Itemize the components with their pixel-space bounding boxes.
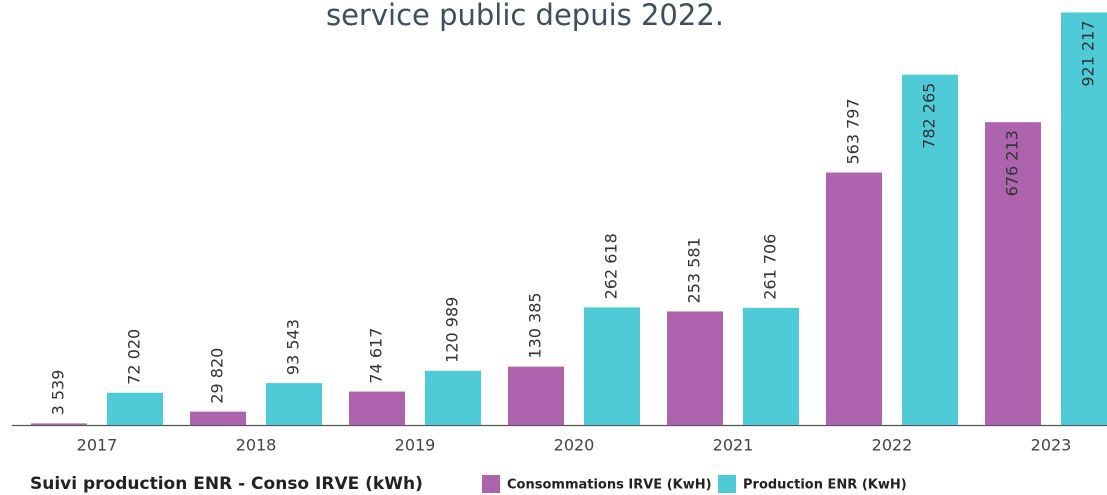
value-label: 120 989 xyxy=(443,297,462,363)
value-label: 130 385 xyxy=(526,292,545,358)
bar xyxy=(584,307,640,425)
bar xyxy=(826,172,882,425)
value-label: 921 217 xyxy=(1079,20,1098,86)
chart-title: service public depuis 2022. xyxy=(326,0,724,32)
bar xyxy=(190,411,246,425)
x-tick-label: 2021 xyxy=(713,436,754,455)
value-label: 93 543 xyxy=(284,319,303,375)
value-label: 782 265 xyxy=(920,83,939,149)
value-label: 262 618 xyxy=(602,233,621,299)
bar xyxy=(985,122,1041,425)
legend-label: Consommations IRVE (KwH) xyxy=(507,478,712,493)
value-label: 563 797 xyxy=(844,98,863,164)
x-tick-label: 2017 xyxy=(77,436,118,455)
bar xyxy=(266,383,322,425)
legend-swatch xyxy=(482,475,500,493)
bar xyxy=(107,392,163,425)
value-label: 74 617 xyxy=(367,328,386,384)
legend-title: Suivi production ENR - Conso IRVE (kWh) xyxy=(30,474,423,494)
value-label: 3 539 xyxy=(49,370,68,416)
bar xyxy=(902,74,958,425)
bar xyxy=(425,370,481,425)
x-tick-label: 2022 xyxy=(872,436,913,455)
bar xyxy=(349,391,405,425)
bar xyxy=(667,311,723,425)
legend-swatch xyxy=(718,475,736,493)
bar xyxy=(1061,12,1107,426)
x-tick-label: 2018 xyxy=(236,436,277,455)
value-label: 676 213 xyxy=(1003,130,1022,196)
value-label: 29 820 xyxy=(208,348,227,404)
bar xyxy=(31,423,87,425)
bar xyxy=(508,366,564,425)
legend-label: Production ENR (KwH) xyxy=(743,478,907,493)
value-label: 253 581 xyxy=(685,237,704,303)
x-tick-label: 2023 xyxy=(1031,436,1072,455)
x-tick-label: 2019 xyxy=(395,436,436,455)
bar xyxy=(743,307,799,425)
x-tick-label: 2020 xyxy=(554,436,595,455)
value-label: 72 020 xyxy=(125,329,144,385)
value-label: 261 706 xyxy=(761,234,780,300)
